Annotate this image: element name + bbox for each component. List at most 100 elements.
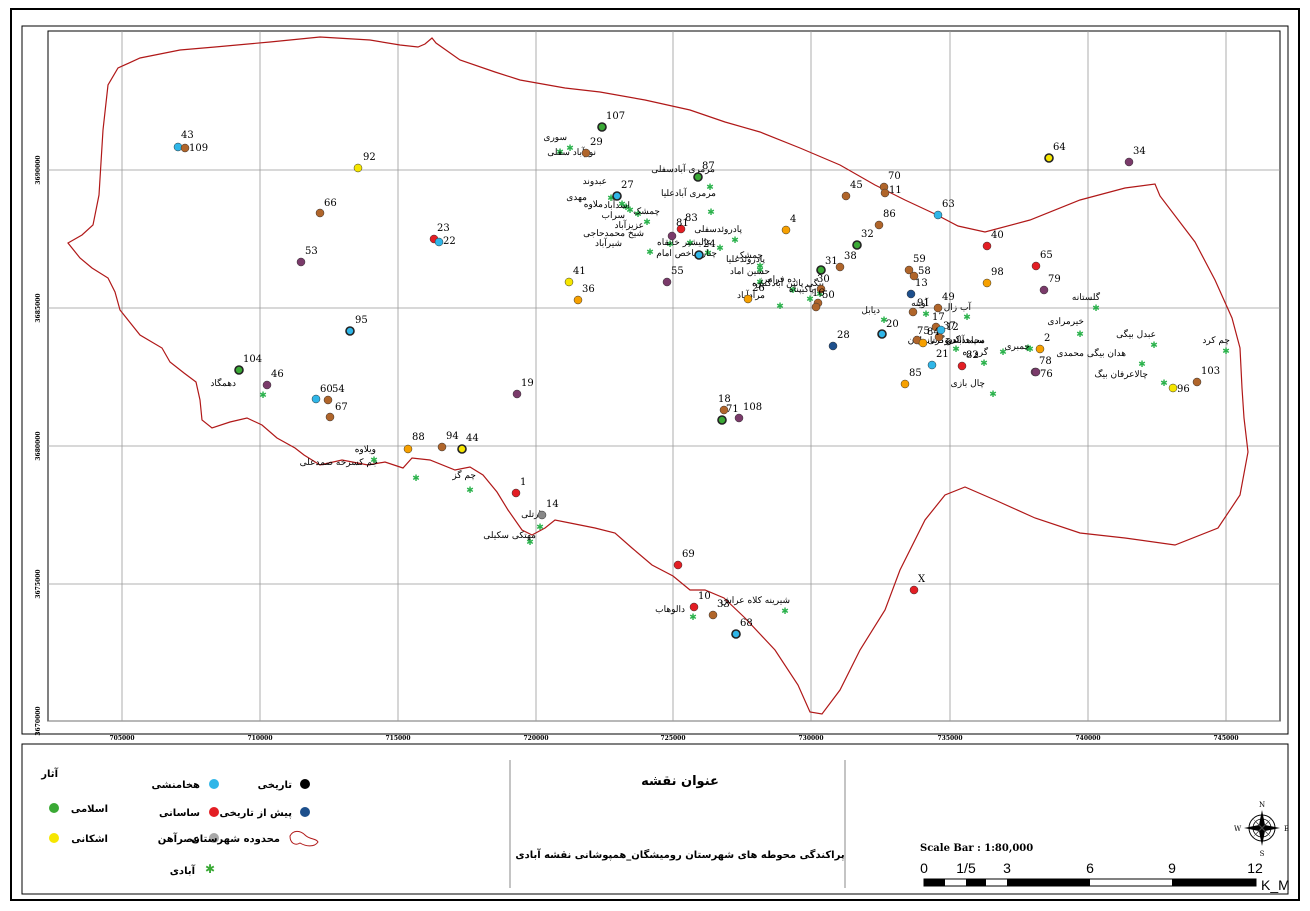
village-label: گرو زه: [962, 346, 988, 358]
site-label: 68: [740, 618, 753, 629]
village-marker: ✱: [731, 236, 739, 246]
site-marker: [353, 163, 363, 173]
site-label: 107: [606, 111, 625, 122]
legend-label-village: آبادی: [170, 864, 196, 877]
village-marker: ✱: [1024, 344, 1032, 354]
village-label: دهمگاد: [210, 377, 236, 389]
legend-swatch-islamic: [49, 803, 59, 813]
site-marker: [927, 360, 937, 370]
site-label: 32: [861, 229, 874, 240]
site-label: 103: [1201, 366, 1220, 377]
site-label: 41: [573, 266, 586, 277]
site-label: 34: [1133, 146, 1146, 157]
site-marker: [957, 361, 967, 371]
site-marker: [918, 338, 928, 348]
scale-bar: Scale Bar : 1:80,000 0 1/5 3 6 9 12 K_M: [920, 843, 1290, 893]
legend-label-iron-age: عصرآهن: [158, 832, 200, 845]
legend-swatch-village: ✱: [205, 862, 215, 876]
site-marker: [612, 191, 622, 201]
site-label: 83: [685, 213, 698, 224]
site-label: 26: [752, 283, 765, 294]
scale-tick-4: 9: [1168, 860, 1176, 876]
village-marker: ✱: [556, 148, 564, 158]
site-marker: [662, 277, 672, 287]
site-label: 71: [726, 404, 739, 415]
site-marker: [982, 278, 992, 288]
village-marker: ✱: [1138, 360, 1146, 370]
site-marker: [909, 271, 919, 281]
site-marker: [262, 380, 272, 390]
site-marker: [1039, 285, 1049, 295]
village-label: خیرمرادی: [1047, 317, 1084, 327]
site-label: 91: [917, 298, 930, 309]
site-label: 60: [320, 384, 333, 395]
site-marker: [852, 240, 862, 250]
village-marker: ✱: [776, 302, 784, 312]
legend-swatch-parthian: [49, 833, 59, 843]
site-marker: [908, 307, 918, 317]
site-marker: [1031, 261, 1041, 271]
village-label: پادروئدسفلی: [694, 225, 742, 235]
site-label: 14: [546, 499, 559, 510]
site-marker: [694, 250, 704, 260]
x-tick-label: 730000: [798, 735, 823, 742]
site-label: 75: [917, 326, 930, 337]
site-label: 10: [698, 591, 711, 602]
site-label: 46: [271, 369, 284, 380]
site-label: 23: [437, 223, 450, 234]
site-marker: [936, 325, 946, 335]
village-label: آب زال: [944, 301, 972, 313]
site-marker: [437, 442, 447, 452]
map-title: عنوان نقشه: [641, 774, 719, 789]
village-marker: ✱: [1076, 330, 1084, 340]
village-label: عزیزآباد: [614, 219, 644, 231]
site-label: 44: [466, 433, 479, 444]
village-label: حسین اماد: [730, 267, 770, 277]
scale-unit: K_M: [1261, 877, 1290, 893]
site-label: 31: [825, 256, 838, 267]
village-label: چنارشاخص امام: [656, 249, 717, 259]
site-marker: [434, 237, 444, 247]
site-marker: [1035, 344, 1045, 354]
village-label: کرچ: [945, 335, 961, 345]
site-label: 84: [927, 327, 940, 338]
site-marker: [811, 302, 821, 312]
site-marker: [325, 412, 335, 422]
village-marker: ✱: [1150, 341, 1158, 351]
site-label: 17: [932, 312, 945, 323]
village-marker: ✱: [789, 286, 797, 296]
village-label: شیرآباد: [595, 237, 622, 249]
site-marker: [874, 220, 884, 230]
site-label: 66: [324, 198, 337, 209]
site-label: 1: [520, 477, 526, 488]
village-label: اسدآباد: [603, 199, 630, 211]
site-label: 104: [243, 354, 262, 365]
village-marker: ✱: [634, 210, 642, 220]
scale-tick-5: 12: [1247, 860, 1263, 876]
site-marker: [667, 231, 677, 241]
site-marker: [841, 191, 851, 201]
site-label: 82: [966, 350, 979, 361]
site-label: 81: [676, 218, 689, 229]
x-tick-label: 735000: [937, 735, 962, 742]
site-marker: [296, 257, 306, 267]
site-label: 59: [913, 254, 926, 265]
village-label: دارتلی: [521, 510, 545, 520]
site-label: 79: [1048, 274, 1061, 285]
village-marker: ✱: [980, 359, 988, 369]
scale-tick-3: 6: [1086, 860, 1094, 876]
site-marker: [673, 560, 683, 570]
legend-swatch-sasanian: [209, 807, 219, 817]
village-marker: ✱: [686, 239, 694, 249]
site-label: 85: [909, 368, 922, 379]
site-label: 20: [886, 319, 899, 330]
legend-label-parthian: اشکانی: [71, 834, 108, 845]
village-marker: ✱: [999, 348, 1007, 358]
village-marker: ✱: [618, 200, 626, 210]
site-label: 21: [936, 349, 949, 360]
scale-tick-1: 1/5: [956, 860, 976, 876]
village-marker: ✱: [1160, 379, 1168, 389]
village-marker: ✱: [1026, 345, 1034, 355]
site-label: 45: [850, 180, 863, 191]
grid-lines: [48, 31, 1280, 722]
